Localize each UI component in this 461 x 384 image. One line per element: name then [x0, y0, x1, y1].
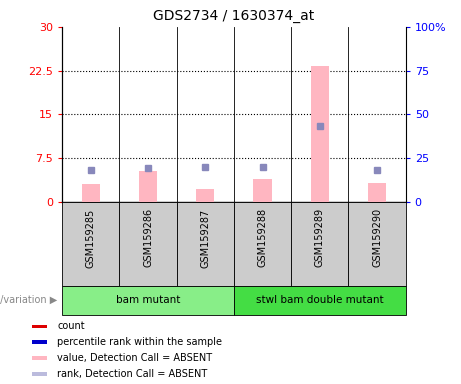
Text: GSM159288: GSM159288	[258, 209, 267, 268]
Bar	[32, 324, 47, 328]
Bar	[368, 183, 386, 202]
Bar	[62, 202, 119, 286]
Text: value, Detection Call = ABSENT: value, Detection Call = ABSENT	[57, 353, 212, 363]
Text: stwl bam double mutant: stwl bam double mutant	[256, 295, 384, 306]
Text: rank, Detection Call = ABSENT: rank, Detection Call = ABSENT	[57, 369, 207, 379]
Text: percentile rank within the sample: percentile rank within the sample	[57, 337, 222, 347]
Bar	[32, 356, 47, 360]
Bar	[177, 202, 234, 286]
Bar	[234, 286, 406, 315]
Text: count: count	[57, 321, 85, 331]
Bar	[311, 66, 329, 202]
Text: GSM159290: GSM159290	[372, 209, 382, 268]
Bar	[32, 340, 47, 344]
Bar	[349, 202, 406, 286]
Title: GDS2734 / 1630374_at: GDS2734 / 1630374_at	[154, 9, 314, 23]
Bar	[139, 171, 157, 202]
Bar	[234, 202, 291, 286]
Text: GSM159287: GSM159287	[201, 209, 210, 268]
Bar	[254, 179, 272, 202]
Bar	[291, 202, 349, 286]
Text: GSM159285: GSM159285	[86, 209, 96, 268]
Text: genotype/variation ▶: genotype/variation ▶	[0, 295, 58, 306]
Text: GSM159289: GSM159289	[315, 209, 325, 268]
Bar	[82, 184, 100, 202]
Bar	[32, 372, 47, 376]
Text: GSM159286: GSM159286	[143, 209, 153, 268]
Bar	[196, 189, 214, 202]
Bar	[119, 202, 177, 286]
Bar	[62, 286, 234, 315]
Text: bam mutant: bam mutant	[116, 295, 180, 306]
